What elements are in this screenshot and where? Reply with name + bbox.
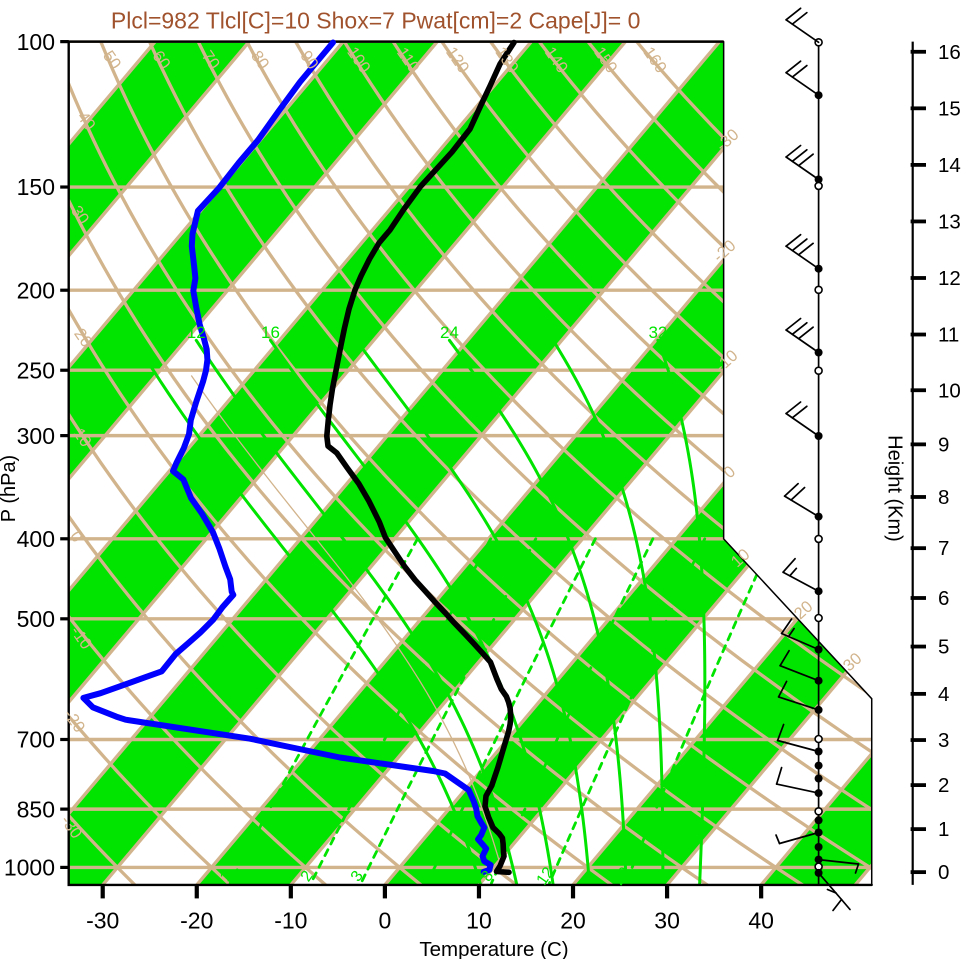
- svg-text:16: 16: [938, 41, 961, 64]
- svg-text:Temperature (C): Temperature (C): [419, 938, 568, 959]
- svg-text:32: 32: [648, 323, 667, 342]
- svg-text:700: 700: [17, 727, 55, 753]
- svg-text:150: 150: [17, 174, 55, 200]
- svg-text:4: 4: [938, 683, 949, 706]
- svg-text:6: 6: [938, 587, 949, 610]
- svg-text:1: 1: [938, 818, 949, 841]
- svg-text:100: 100: [17, 29, 55, 55]
- svg-text:5: 5: [938, 636, 949, 659]
- svg-text:7: 7: [938, 537, 949, 560]
- svg-text:10: 10: [938, 379, 961, 402]
- svg-text:15: 15: [938, 97, 961, 120]
- svg-text:-20: -20: [180, 908, 213, 934]
- svg-text:-30: -30: [86, 908, 119, 934]
- svg-text:Plcl=982 Tlcl[C]=10 Shox=7 Pwa: Plcl=982 Tlcl[C]=10 Shox=7 Pwat[cm]=2 Ca…: [111, 8, 641, 34]
- svg-text:40: 40: [748, 908, 774, 934]
- svg-text:300: 300: [17, 423, 55, 449]
- svg-text:11: 11: [938, 324, 959, 347]
- svg-text:0: 0: [938, 861, 949, 884]
- svg-text:20: 20: [347, 323, 366, 342]
- svg-text:12: 12: [938, 267, 961, 290]
- svg-text:13: 13: [938, 210, 961, 233]
- svg-text:30: 30: [654, 908, 680, 934]
- svg-text:2: 2: [938, 774, 949, 797]
- svg-text:850: 850: [17, 796, 55, 822]
- svg-text:28: 28: [544, 323, 563, 342]
- svg-text:20: 20: [560, 908, 586, 934]
- svg-text:500: 500: [17, 606, 55, 632]
- svg-text:12: 12: [187, 323, 206, 342]
- svg-text:400: 400: [17, 526, 55, 552]
- svg-text:0: 0: [379, 908, 392, 934]
- svg-text:8: 8: [938, 486, 949, 509]
- svg-text:16: 16: [261, 323, 280, 342]
- svg-text:9: 9: [938, 433, 949, 456]
- svg-text:8: 8: [130, 323, 139, 342]
- svg-text:1000: 1000: [4, 855, 55, 881]
- svg-text:Height (Km): Height (Km): [884, 435, 906, 542]
- svg-text:250: 250: [17, 357, 55, 383]
- svg-text:P (hPa): P (hPa): [0, 455, 20, 522]
- svg-text:10: 10: [466, 908, 492, 934]
- svg-text:200: 200: [17, 277, 55, 303]
- svg-text:3: 3: [938, 729, 949, 752]
- svg-text:24: 24: [440, 323, 459, 342]
- svg-text:14: 14: [938, 154, 961, 177]
- svg-text:-10: -10: [274, 908, 307, 934]
